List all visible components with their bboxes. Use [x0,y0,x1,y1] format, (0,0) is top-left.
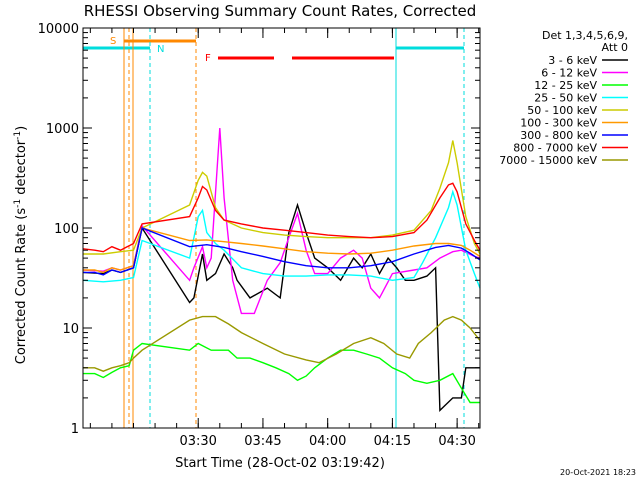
chart-title: RHESSI Observing Summary Count Rates, Co… [84,2,477,20]
series-line-4 [82,189,481,289]
legend-label-7: 300 - 800 keV [520,129,597,142]
series-layer [82,127,481,413]
y-tick-label-4: 1000 [46,122,79,137]
series-line-8 [82,182,481,253]
legend-label-4: 25 - 50 keV [534,92,597,105]
series-line-9 [83,315,481,372]
legend-label-1: 3 - 6 keV [548,54,597,67]
legend-label-5: 50 - 100 keV [527,104,597,117]
annotation-n: N [157,44,164,55]
series-line-5 [83,140,481,255]
y-tick-label-5: 10000 [38,22,79,37]
x-tick-label-4: 04:15 [374,434,411,449]
y-axis-label: Corrected Count Rate (s-1 detector-1) [13,126,29,364]
series-line-1 [82,202,480,413]
y-axis-label-mid: detector [14,139,29,199]
x-axis-label: Start Time (28-Oct-02 03:19:42) [175,456,385,471]
legend-label-2: 6 - 12 keV [541,67,597,80]
y-tick-label-2: 10 [62,322,79,337]
y-tick-label-3: 100 [54,222,79,237]
x-tick-label-1: 03:30 [179,434,216,449]
series-line-3 [83,342,480,404]
y-tick-label-1: 1 [71,422,79,437]
axes: 1 10 100 1000 10000 03:30 03:45 04:00 04:15 04:30 [38,22,481,449]
y-axis-label-tail: ) [14,126,29,131]
annotation-s: S [110,36,116,47]
series-line-7 [83,227,481,276]
series-line-6 [83,227,481,274]
y-axis-label-sup2: -1 [13,131,23,140]
legend-header-1: Det 1,3,4,5,6,9, [542,29,628,42]
legend-label-6: 100 - 300 keV [520,117,597,130]
legend-label-8: 800 - 7000 keV [513,142,597,155]
legend-label-9: 7000 - 15000 keV [499,154,597,167]
y-axis-label-main: Corrected Count Rate (s [14,208,29,365]
annotation-f: F [205,53,211,64]
legend-header-2: Att 0 [602,41,628,54]
legend-label-3: 12 - 25 keV [534,79,597,92]
x-tick-label-3: 04:00 [309,434,346,449]
footer-timestamp: 20-Oct-2021 18:23 [560,468,636,477]
y-axis-label-sup1: -1 [13,199,23,208]
x-tick-label-2: 03:45 [244,434,281,449]
series-line-2 [82,127,481,315]
x-tick-label-5: 04:30 [438,434,475,449]
